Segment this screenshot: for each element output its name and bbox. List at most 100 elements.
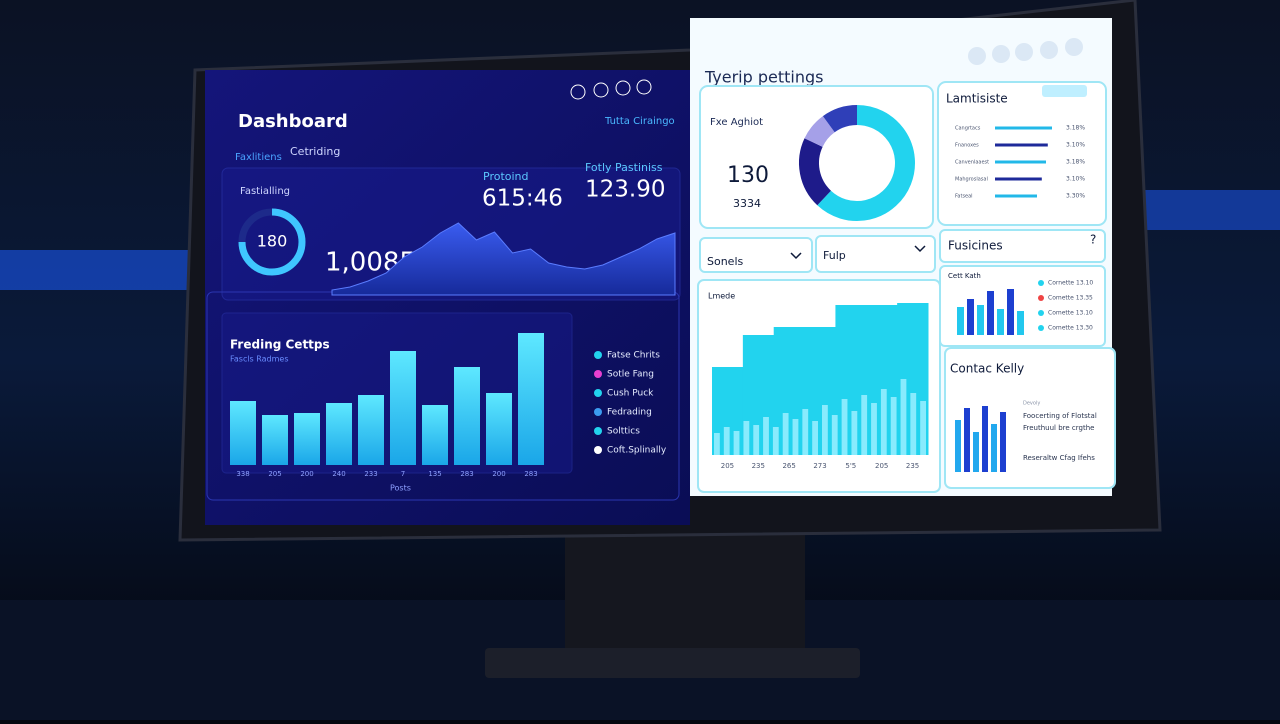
bar xyxy=(890,397,897,455)
donut-segment xyxy=(799,138,832,206)
bar xyxy=(831,415,838,455)
bar xyxy=(802,409,809,455)
bar xyxy=(743,421,750,455)
x-tick-label: 235 xyxy=(906,462,919,470)
bar xyxy=(753,425,760,455)
social-icon[interactable] xyxy=(1040,41,1058,59)
x-tick-label: 135 xyxy=(428,470,441,478)
x-tick-label: 235 xyxy=(752,462,765,470)
chart-subtitle: Fascls Radmes xyxy=(230,355,289,364)
x-tick-label: 205 xyxy=(268,470,281,478)
chevron xyxy=(790,252,802,260)
x-tick-label: 7 xyxy=(401,470,405,478)
legend-dot xyxy=(594,408,602,416)
tab[interactable]: Cetriding xyxy=(290,145,340,158)
card xyxy=(937,81,1107,226)
legend-label: Cornette 13.10 xyxy=(1048,280,1093,287)
legend-label: Comette 13.35 xyxy=(1048,295,1093,302)
step-area xyxy=(804,327,836,455)
legend-dot xyxy=(1038,325,1044,331)
social-icon[interactable] xyxy=(992,45,1010,63)
row-label: Cangrtacs xyxy=(955,126,981,132)
bar xyxy=(792,419,799,455)
card-label: Lmede xyxy=(708,292,735,301)
bar xyxy=(957,307,964,335)
row-label: Fnanoxes xyxy=(955,143,979,149)
legend-label: Solttics xyxy=(607,427,640,437)
x-tick-label: 205 xyxy=(721,462,734,470)
icon[interactable] xyxy=(615,80,631,96)
x-tick-label: 233 xyxy=(364,470,377,478)
gauge-arc xyxy=(238,208,306,276)
legend-dot xyxy=(1038,295,1044,301)
row-label: Canvenlaaest xyxy=(955,160,989,166)
bar xyxy=(987,291,994,335)
bar xyxy=(977,305,984,335)
legend-dot xyxy=(594,370,602,378)
donut-segment xyxy=(822,105,858,133)
light-strip xyxy=(1140,190,1280,230)
card-title: Lamtisiste xyxy=(946,92,1008,106)
x-tick-label: 265 xyxy=(782,462,795,470)
row-value: 3.18% xyxy=(1066,159,1085,166)
bar xyxy=(973,432,979,472)
x-tick-label: 200 xyxy=(300,470,313,478)
x-tick-label: 283 xyxy=(460,470,473,478)
bar xyxy=(714,433,720,455)
gauge-value: 180 xyxy=(257,232,288,251)
legend-label: Fatse Chrits xyxy=(607,351,660,361)
legend-dot xyxy=(1038,280,1044,286)
x-tick-label: 338 xyxy=(236,470,249,478)
step-area xyxy=(773,327,806,455)
bar xyxy=(991,424,997,472)
dropdown-label: Sonels xyxy=(707,255,744,268)
bar xyxy=(964,408,970,472)
bar xyxy=(851,411,858,455)
legend-label: Comette 13.10 xyxy=(1048,310,1093,317)
bar xyxy=(422,405,448,465)
legend-label: Comette 13.30 xyxy=(1048,325,1093,332)
legend-dot xyxy=(594,351,602,359)
card-text: Freuthuul bre crgthe xyxy=(1023,424,1094,432)
legend-label: Fedrading xyxy=(607,408,652,418)
tab[interactable]: Faxlitiens xyxy=(235,152,282,163)
bar xyxy=(763,417,769,455)
header-link[interactable]: Tutta Ciraingo xyxy=(604,116,675,127)
bar xyxy=(1000,412,1006,472)
icon[interactable] xyxy=(636,79,652,95)
bar xyxy=(733,431,740,455)
bar xyxy=(967,299,974,335)
help-icon[interactable]: ? xyxy=(1090,233,1096,247)
bar xyxy=(955,420,961,472)
title: Tyerip pettings xyxy=(704,68,823,87)
legend-label: Coft.Splinally xyxy=(607,446,667,456)
social-icon[interactable] xyxy=(1065,38,1083,56)
card-title: Fusicines xyxy=(948,239,1003,253)
legend-label: Cush Puck xyxy=(607,389,654,399)
icon[interactable] xyxy=(593,82,609,98)
stat-label: Fotly Pastiniss xyxy=(585,161,663,174)
row-value: 3.10% xyxy=(1066,142,1085,149)
social-icon[interactable] xyxy=(968,47,986,65)
badge xyxy=(1042,85,1087,97)
icon[interactable] xyxy=(570,84,586,100)
row-value: 3.30% xyxy=(1066,193,1085,200)
card xyxy=(939,229,1106,263)
stat-value: 615:46 xyxy=(482,186,563,212)
bar xyxy=(772,427,779,455)
dropdown[interactable] xyxy=(699,237,813,273)
area xyxy=(331,222,676,296)
chart-title: Freding Cettps xyxy=(230,338,330,352)
x-tick-label: 205 xyxy=(875,462,888,470)
bar xyxy=(1007,289,1014,335)
card-sub: 3334 xyxy=(733,197,761,210)
dropdown[interactable] xyxy=(815,235,936,273)
row-value: 3.18% xyxy=(1066,125,1085,132)
card-small: Devoly xyxy=(1023,401,1040,407)
bar xyxy=(982,406,988,472)
social-icon[interactable] xyxy=(1015,43,1033,61)
stand xyxy=(565,530,805,655)
legend-label: Sotle Fang xyxy=(607,370,654,380)
row-value: 3.10% xyxy=(1066,176,1085,183)
